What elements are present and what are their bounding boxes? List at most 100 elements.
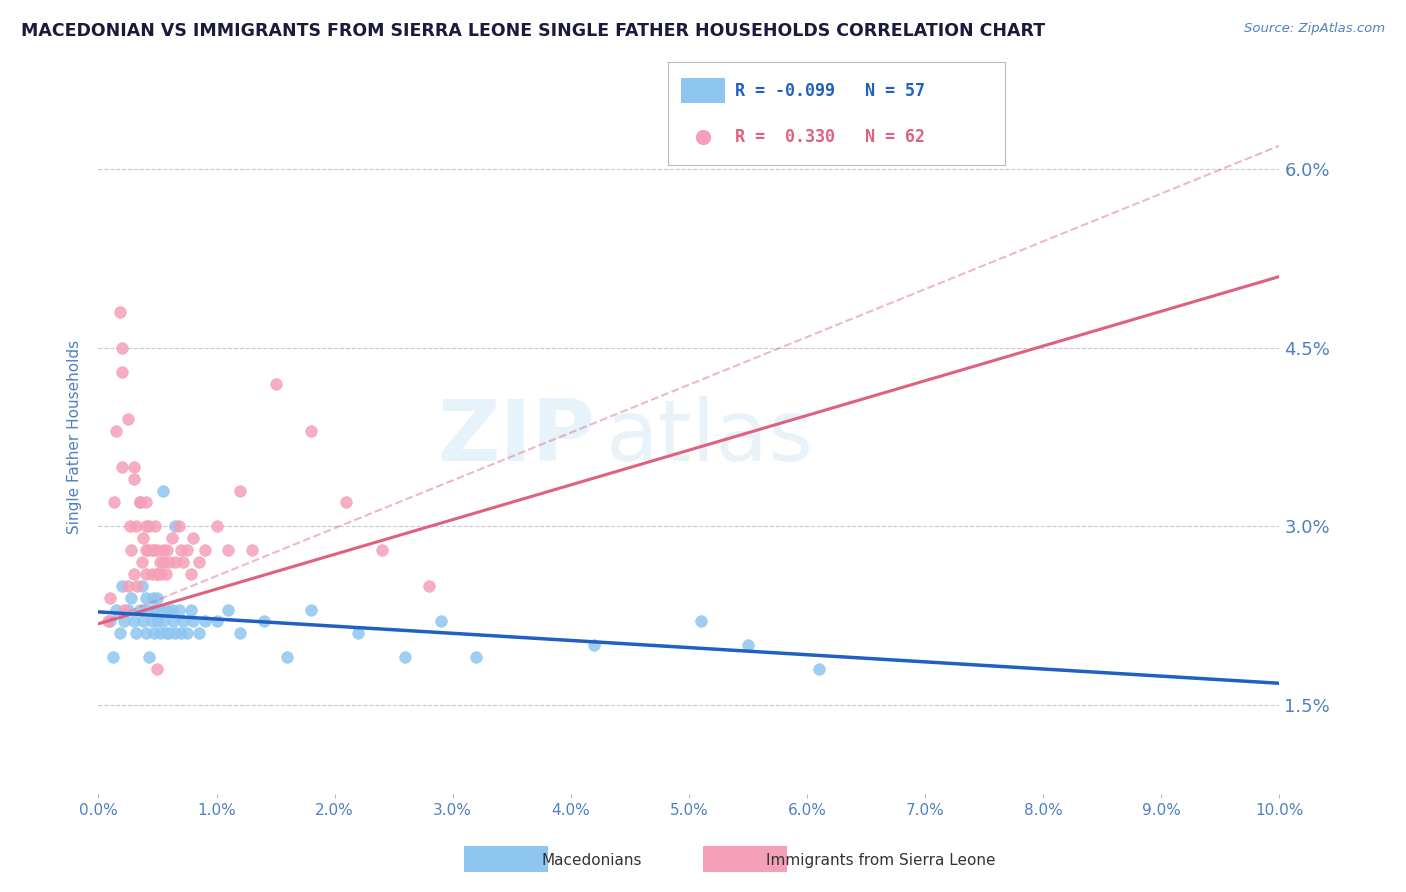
Text: Macedonians: Macedonians (541, 854, 641, 868)
Bar (682, 78, 725, 103)
Point (149, 626, 172, 640)
Point (135, 591, 157, 605)
Point (127, 579, 149, 593)
Point (112, 602, 135, 616)
Point (194, 615, 217, 629)
Point (156, 543, 179, 558)
Point (122, 615, 145, 629)
Point (101, 650, 124, 665)
Point (111, 341, 134, 355)
Point (143, 602, 166, 616)
Point (172, 615, 194, 629)
Point (135, 519, 157, 533)
Point (162, 615, 184, 629)
Point (394, 650, 416, 665)
Point (170, 626, 193, 640)
Text: R =  0.330   N = 62: R = 0.330 N = 62 (735, 128, 925, 145)
Point (181, 531, 204, 545)
Point (122, 566, 145, 581)
Point (172, 555, 194, 569)
Point (143, 519, 166, 533)
Point (299, 424, 322, 438)
Point (122, 459, 145, 474)
Point (217, 602, 239, 616)
Point (105, 602, 128, 616)
Point (160, 531, 183, 545)
Point (418, 579, 440, 593)
Point (180, 566, 202, 581)
Point (138, 519, 160, 533)
Point (117, 602, 139, 616)
Point (167, 602, 190, 616)
Point (240, 543, 263, 558)
Text: ZIP: ZIP (437, 395, 595, 479)
Point (165, 519, 187, 533)
Point (689, 615, 711, 629)
Point (98, 591, 121, 605)
Point (138, 650, 160, 665)
Point (170, 543, 193, 558)
Point (165, 555, 187, 569)
Point (253, 615, 276, 629)
Point (194, 543, 217, 558)
Point (111, 365, 134, 379)
Point (132, 615, 155, 629)
Point (135, 543, 157, 558)
Point (117, 412, 139, 426)
Point (142, 626, 165, 640)
Point (146, 591, 169, 605)
Text: Source: ZipAtlas.com: Source: ZipAtlas.com (1244, 22, 1385, 36)
Text: atlas: atlas (606, 395, 814, 479)
Point (135, 495, 157, 509)
Point (141, 543, 163, 558)
Point (157, 555, 180, 569)
Point (229, 483, 252, 498)
Point (152, 483, 174, 498)
Point (371, 543, 394, 558)
Point (150, 566, 173, 581)
Point (181, 615, 204, 629)
Point (149, 555, 172, 569)
Point (152, 615, 174, 629)
Point (152, 555, 174, 569)
Point (141, 615, 163, 629)
Point (157, 626, 180, 640)
Point (146, 543, 169, 558)
Point (150, 602, 173, 616)
Point (136, 543, 159, 558)
Point (111, 579, 134, 593)
Point (465, 650, 488, 665)
Point (135, 626, 157, 640)
Y-axis label: Single Father Households: Single Father Households (67, 340, 83, 534)
Point (103, 495, 125, 509)
Point (97, 615, 120, 629)
Point (131, 555, 153, 569)
Point (108, 626, 131, 640)
Point (112, 615, 135, 629)
Point (335, 495, 357, 509)
Point (176, 626, 198, 640)
Point (146, 662, 169, 676)
Point (187, 626, 209, 640)
Point (160, 602, 183, 616)
Point (136, 602, 159, 616)
Point (117, 579, 139, 593)
Point (165, 626, 187, 640)
Point (121, 543, 143, 558)
Point (135, 566, 157, 581)
Point (120, 519, 142, 533)
Point (146, 615, 169, 629)
Point (299, 602, 322, 616)
Point (229, 626, 252, 640)
Text: R = -0.099   N = 57: R = -0.099 N = 57 (735, 82, 925, 100)
Point (430, 615, 453, 629)
Point (187, 555, 209, 569)
Point (142, 591, 165, 605)
Point (583, 638, 606, 652)
Point (180, 602, 202, 616)
Point (142, 543, 165, 558)
Point (132, 531, 155, 545)
Point (146, 566, 169, 581)
Point (128, 495, 150, 509)
Point (217, 543, 239, 558)
